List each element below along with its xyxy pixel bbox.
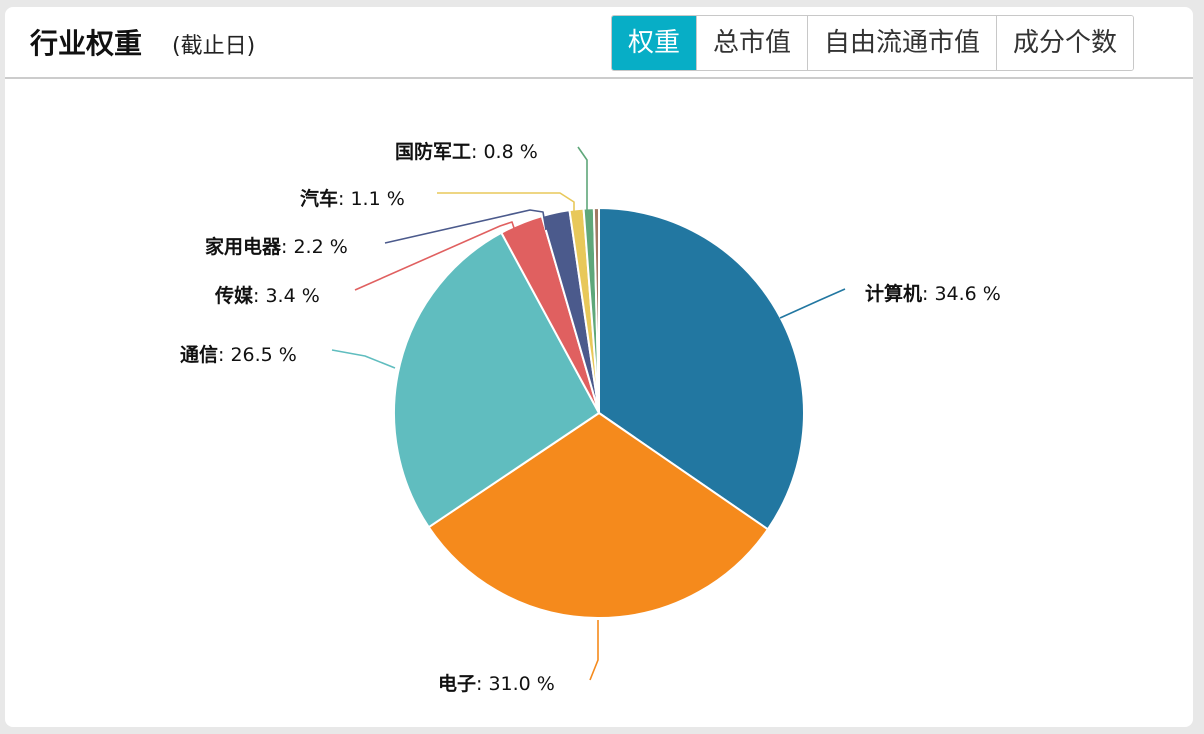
slice-label: 汽车: 1.1 % bbox=[300, 187, 405, 210]
pie-slice[interactable] bbox=[427, 411, 770, 619]
slice-label: 国防军工: 0.8 % bbox=[395, 140, 538, 163]
leader-line bbox=[779, 288, 846, 319]
pie-slices bbox=[393, 206, 805, 619]
tab-weight[interactable]: 权重 bbox=[612, 16, 697, 70]
card-header: 行业权重 (截止日) 权重 总市值 自由流通市值 成分个数 bbox=[5, 7, 1193, 79]
leader-line bbox=[384, 209, 547, 244]
leader-line bbox=[577, 146, 588, 226]
card-title: 行业权重 bbox=[30, 27, 143, 60]
metric-tab-group: 权重 总市值 自由流通市值 成分个数 bbox=[611, 15, 1135, 71]
leader-lines bbox=[331, 146, 846, 681]
leader-line bbox=[354, 221, 519, 291]
slice-label: 电子: 31.0 % bbox=[438, 672, 555, 695]
slice-label: 通信: 26.5 % bbox=[180, 343, 297, 366]
leader-line bbox=[437, 192, 575, 226]
slice-label: 计算机: 34.6 % bbox=[865, 282, 1001, 305]
pie-slice[interactable] bbox=[393, 231, 601, 529]
slice-label: 家用电器: 2.2 % bbox=[205, 235, 348, 258]
tab-free-float-market-cap[interactable]: 自由流通市值 bbox=[807, 16, 997, 70]
card-subtitle: (截止日) bbox=[172, 34, 256, 59]
pie-slice[interactable] bbox=[592, 206, 600, 414]
slice-label: 传媒: 3.4 % bbox=[214, 284, 320, 307]
slice-labels: 计算机: 34.6 % 电子: 31.0 % 通信: 26.5 % 传媒: 3.4 %… bbox=[180, 140, 1001, 695]
leader-line bbox=[589, 620, 599, 681]
tab-constituent-count[interactable]: 成分个数 bbox=[996, 16, 1134, 70]
tab-total-market-cap[interactable]: 总市值 bbox=[696, 16, 808, 70]
leader-line bbox=[331, 349, 396, 369]
